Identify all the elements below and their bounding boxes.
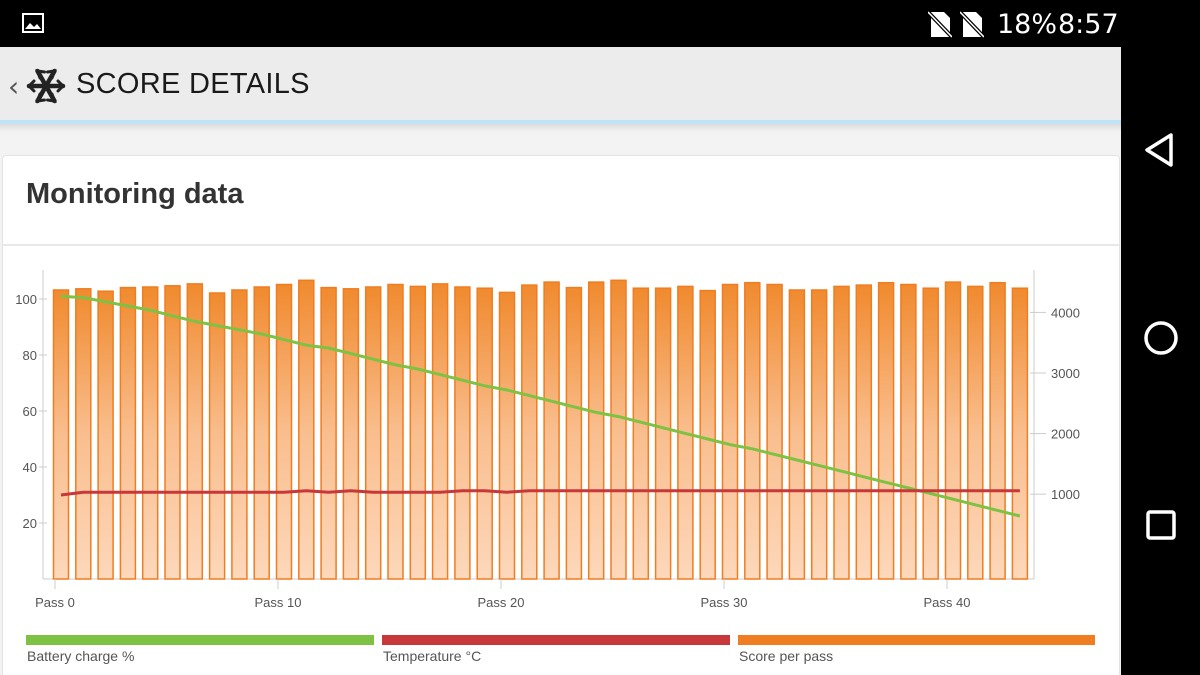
status-bar: 18% 8:57 [0,0,1121,47]
bar-score-per-pass [944,281,962,580]
back-triangle-icon[interactable] [1138,127,1184,173]
bar-score-per-pass [342,288,360,580]
app-bar-accent-line [0,120,1121,124]
y-right-tick-label: 2000 [1051,427,1080,442]
app-screen: 18% 8:57 ‹ SCORE DETAILS Monitoring data [0,0,1121,675]
gallery-notification-icon [22,13,44,33]
bar-score-per-pass [788,289,806,580]
bar-score-per-pass [521,284,538,580]
bar-score-per-pass [186,283,204,580]
x-tick-label: Pass 40 [924,595,971,610]
recents-square-icon[interactable] [1138,502,1184,548]
bar-score-per-pass [922,287,939,580]
bar-score-per-pass [744,281,761,580]
y-left-tick-label: 100 [15,292,37,307]
y-right-tick-label: 4000 [1051,305,1080,320]
bar-score-per-pass [75,288,92,580]
chevron-left-icon: ‹ [8,70,20,103]
line-temperature [60,489,1020,497]
bar-score-per-pass [900,283,917,580]
line-battery-charge [60,294,1021,518]
bar-score-per-pass [231,289,248,580]
bar-score-per-pass [1011,287,1029,580]
bar-score-per-pass [141,286,159,580]
bar-score-per-pass [766,283,783,580]
bar-score-per-pass [476,287,493,580]
y-left-tick-label: 40 [23,460,37,475]
bar-score-per-pass [275,283,293,580]
bar-score-per-pass [409,285,427,580]
legend-score-per-pass[interactable]: Score per pass [738,635,1095,675]
bar-score-per-pass [454,286,471,580]
bar-score-per-pass [97,290,114,580]
legend-temperature-swatch [382,635,730,645]
x-tick-label: Pass 0 [35,595,75,610]
snowflake-logo-icon [26,68,66,104]
app-bar-shadow [0,124,1121,132]
bar-score-per-pass [119,286,137,580]
bar-score-per-pass [364,286,382,580]
legend-temperature-label: Temperature °C [383,648,482,664]
bar-score-per-pass [565,286,583,580]
bar-score-per-pass [298,279,315,580]
bar-score-per-pass [253,286,270,580]
bar-score-per-pass [387,283,404,580]
no-sim-icon [928,11,952,38]
app-bar [0,47,1121,120]
legend-temperature[interactable]: Temperature °C [382,635,730,675]
bar-score-per-pass [610,279,627,580]
bar-score-per-pass [855,284,873,580]
legend-battery-swatch [26,635,374,645]
y-left-tick-label: 20 [23,516,37,531]
x-tick-label: Pass 10 [255,595,302,610]
bar-score-per-pass [320,286,337,580]
y-right-tick-label: 1000 [1051,487,1080,502]
bar-score-per-pass [654,287,672,580]
bar-score-per-pass [833,285,850,580]
bar-score-per-pass [431,283,449,580]
back-button[interactable]: ‹ [4,64,72,108]
page-title: SCORE DETAILS [76,68,310,100]
no-sim-icon [960,11,984,38]
y-right-tick-label: 3000 [1051,366,1080,381]
home-circle-icon[interactable] [1138,315,1184,361]
bar-score-per-pass [967,285,984,580]
bar-score-per-pass [699,289,716,580]
bar-score-per-pass [877,281,895,580]
clock: 8:57 [1058,9,1119,40]
bar-score-per-pass [498,291,516,580]
bar-score-per-pass [543,281,560,580]
bar-score-per-pass [632,287,650,580]
bar-score-per-pass [721,283,739,580]
bar-score-per-pass [208,292,226,580]
x-tick-label: Pass 30 [701,595,748,610]
card-divider [3,244,1119,246]
bar-score-per-pass [587,281,605,580]
navigation-bar [1121,0,1200,675]
legend-battery-charge[interactable]: Battery charge % [26,635,374,675]
y-left-tick-label: 60 [23,404,37,419]
bar-score-per-pass [164,285,181,580]
y-left-tick-label: 80 [23,348,37,363]
card-title: Monitoring data [26,178,244,210]
battery-percentage: 18% [997,9,1058,40]
bar-score-per-pass [810,289,828,580]
monitoring-chart: 20 40 60 80 100 1000 2000 3000 4000 Pass 0 Pass 10… [15,270,1080,610]
x-tick-label: Pass 20 [478,595,525,610]
bar-score-per-pass [989,281,1006,580]
legend-battery-label: Battery charge % [27,648,135,664]
bar-score-per-pass [52,289,70,580]
legend-score-label: Score per pass [739,648,834,664]
legend-score-swatch [738,635,1095,645]
